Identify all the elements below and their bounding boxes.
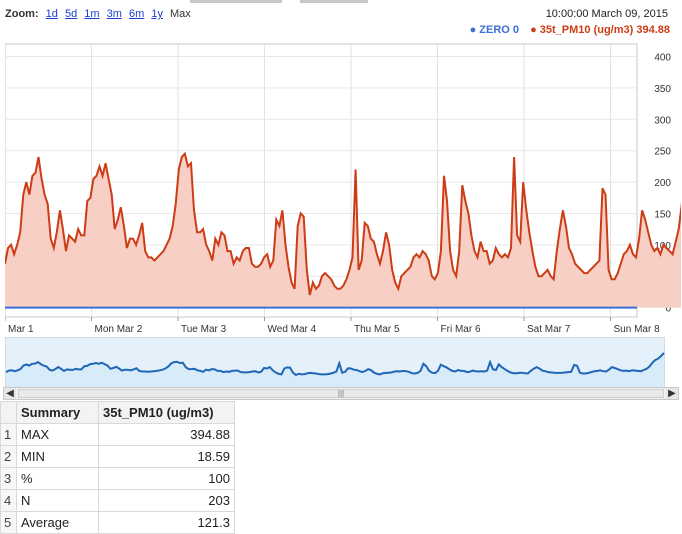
x-tick-label: Wed Mar 4 (268, 324, 317, 335)
navigator-area (6, 353, 664, 387)
chart-legend: ● ZERO 0 ● 35t_PM10 (ug/m3) 394.88 (470, 24, 670, 36)
x-tick-label: Mon Mar 2 (95, 324, 143, 335)
row-label: MIN (16, 445, 99, 468)
zoom-1m-button[interactable]: 1m (84, 8, 100, 20)
row-label: % (16, 467, 99, 490)
scroll-right-arrow[interactable]: ▶ (666, 388, 678, 399)
row-label: MAX (16, 423, 99, 446)
summary-header-series[interactable]: 35t_PM10 (ug/m3) (98, 401, 235, 424)
chart-header: Zoom: 1d 5d 1m 3m 6m 1y Max 10:00:00 Mar… (0, 0, 682, 40)
tab-stub[interactable] (190, 0, 282, 3)
x-tick-label: Sat Mar 7 (527, 324, 571, 335)
y-tick-label: 400 (654, 53, 671, 64)
y-tick-label: 150 (654, 209, 671, 220)
table-row: 5 Average 121.3 (0, 511, 235, 534)
x-tick-label: Mar 1 (8, 324, 34, 335)
zoom-1d-button[interactable]: 1d (45, 8, 58, 20)
y-tick-label: 0 (665, 304, 671, 315)
navigator-line (5, 352, 665, 377)
main-chart-svg[interactable]: Mar 1 Mon Mar 2 Tue Mar 3 Wed Mar 4 Thu Mar … (4, 41, 682, 336)
row-index: 1 (0, 423, 17, 446)
zoom-6m-button[interactable]: 6m (128, 8, 145, 20)
table-row: 4 N 203 (0, 489, 235, 512)
row-label: Average (16, 511, 99, 534)
legend-zero[interactable]: ● ZERO 0 (469, 24, 519, 36)
x-tick-label: Tue Mar 3 (181, 324, 227, 335)
tab-stub[interactable] (300, 0, 368, 3)
table-row: 1 MAX 394.88 (0, 423, 235, 446)
legend-pm10[interactable]: ● 35t_PM10 (ug/m3) 394.88 (530, 24, 670, 36)
current-datetime: 10:00:00 March 09, 2015 (545, 8, 668, 20)
scroll-thumb[interactable]: ||| (18, 389, 664, 398)
y-tick-label: 350 (654, 84, 671, 95)
summary-header-label[interactable]: Summary (16, 401, 99, 424)
row-value: 394.88 (98, 423, 235, 446)
table-row: 2 MIN 18.59 (0, 445, 235, 468)
x-tick-label: Sun Mar 8 (614, 324, 661, 335)
row-value: 18.59 (98, 445, 235, 468)
zoom-1y-button[interactable]: 1y (151, 8, 163, 20)
row-value: 100 (98, 467, 235, 490)
x-tick-label: Fri Mar 6 (441, 324, 481, 335)
row-index: 2 (0, 445, 17, 468)
zoom-5d-button[interactable]: 5d (64, 8, 78, 20)
navigator-chart[interactable] (4, 336, 666, 388)
summary-corner (0, 401, 17, 424)
table-row: 3 % 100 (0, 467, 235, 490)
zoom-3m-button[interactable]: 3m (106, 8, 122, 20)
scroll-left-arrow[interactable]: ◀ (4, 388, 16, 399)
main-chart[interactable]: Mar 1 Mon Mar 2 Tue Mar 3 Wed Mar 4 Thu Mar … (4, 41, 682, 336)
horizontal-scrollbar[interactable]: ◀ ||| ▶ (3, 387, 679, 400)
row-value: 121.3 (98, 511, 235, 534)
pm10-line (4, 151, 682, 296)
zoom-label: Zoom: (5, 8, 39, 20)
row-label: N (16, 489, 99, 512)
y-tick-label: 250 (654, 147, 671, 158)
summary-table: Summary 35t_PM10 (ug/m3) 1 MAX 394.88 2 … (0, 401, 235, 534)
row-index: 3 (0, 467, 17, 490)
pm10-area (5, 153, 682, 308)
x-tick-label: Thu Mar 5 (354, 324, 400, 335)
y-tick-label: 200 (654, 178, 671, 189)
row-index: 4 (0, 489, 17, 512)
navigator-svg[interactable] (4, 336, 666, 388)
y-tick-label: 300 (654, 115, 671, 126)
summary-header-row: Summary 35t_PM10 (ug/m3) (0, 401, 235, 424)
row-value: 203 (98, 489, 235, 512)
zoom-max-current[interactable]: Max (170, 8, 191, 20)
row-index: 5 (0, 511, 17, 534)
zoom-selector: Zoom: 1d 5d 1m 3m 6m 1y Max (5, 8, 191, 20)
